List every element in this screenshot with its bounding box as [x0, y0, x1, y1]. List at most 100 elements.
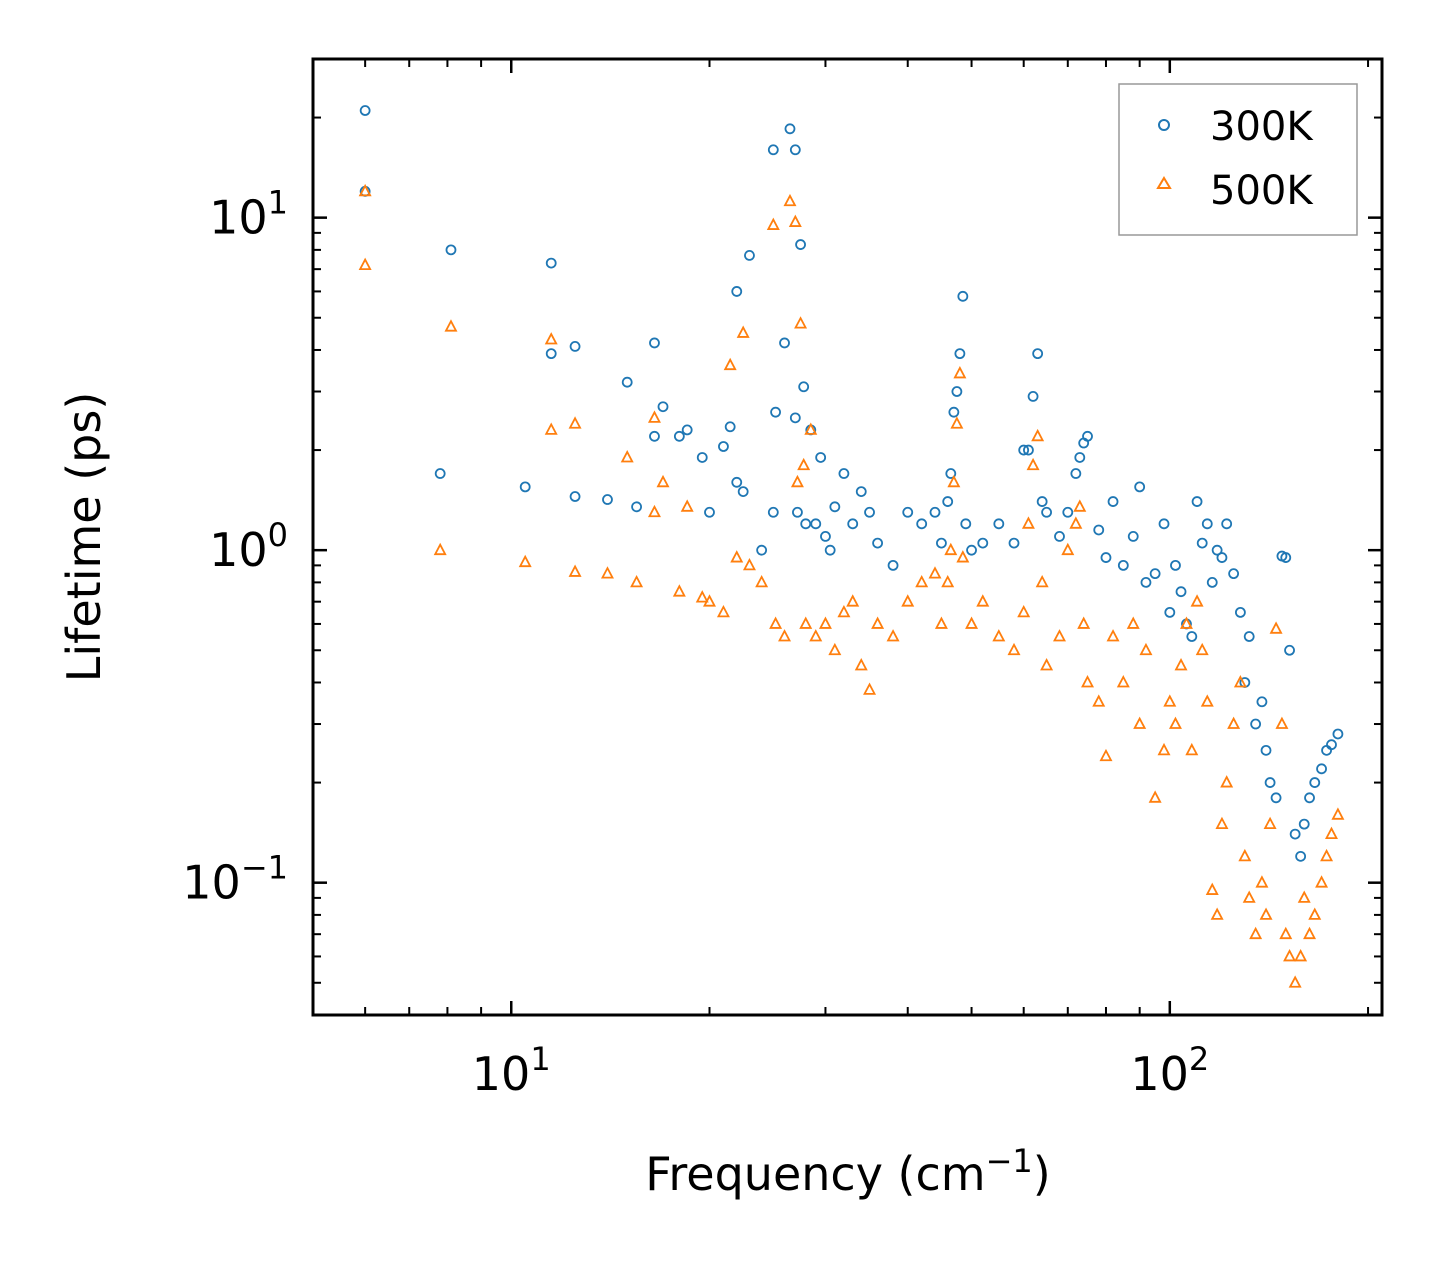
point-500K: [976, 594, 990, 607]
point-300K: [1093, 524, 1105, 536]
point-300K: [1221, 518, 1233, 530]
point-300K: [1264, 777, 1276, 788]
point-500K: [1021, 516, 1035, 529]
point-300K: [1140, 576, 1152, 588]
point-500K: [804, 422, 818, 435]
point-500K: [600, 566, 614, 579]
point-500K: [568, 416, 582, 429]
point-300K: [855, 486, 867, 498]
point-500K: [444, 319, 458, 332]
point-300K: [1243, 631, 1255, 642]
point-500K: [1133, 716, 1147, 729]
point-300K: [1326, 739, 1337, 751]
point-300K: [838, 468, 850, 479]
point-500K: [1308, 907, 1322, 920]
point-500K: [1179, 616, 1193, 629]
series-500K: [358, 183, 1345, 988]
point-300K: [519, 481, 531, 493]
point-300K: [718, 441, 729, 452]
point-300K: [649, 337, 660, 349]
point-300K: [779, 337, 790, 349]
point-500K: [992, 629, 1006, 642]
point-500K: [947, 474, 961, 488]
point-500K: [950, 416, 964, 429]
point-500K: [1263, 816, 1277, 830]
point-500K: [1061, 542, 1075, 556]
point-500K: [1320, 848, 1334, 862]
point-500K: [695, 590, 709, 603]
point-500K: [1116, 675, 1130, 688]
point-300K: [948, 406, 960, 418]
point-300K: [545, 257, 557, 269]
point-500K: [1242, 890, 1256, 903]
point-300K: [1196, 537, 1208, 549]
point-300K: [737, 486, 749, 498]
point-500K: [518, 554, 532, 568]
point-500K: [944, 542, 958, 556]
point-500K: [871, 616, 885, 629]
legend-marker-300K: [1158, 119, 1170, 131]
point-300K: [942, 496, 954, 507]
point-500K: [1069, 516, 1083, 529]
x-axis-title: Frequency (cm−1): [645, 1142, 1050, 1201]
point-300K: [1036, 496, 1048, 507]
tick-labels: 101 102 10−1 100 101: [182, 184, 1209, 1101]
point-500K: [1238, 848, 1252, 862]
point-300K: [960, 518, 972, 530]
point-300K: [631, 501, 642, 513]
point-300K: [1170, 559, 1181, 571]
point-300K: [784, 123, 796, 135]
point-500K: [656, 474, 670, 488]
point-500K: [778, 629, 792, 642]
point-300K: [951, 386, 963, 397]
point-300K: [767, 144, 779, 156]
point-300K: [681, 424, 693, 436]
point-300K: [1250, 718, 1262, 730]
point-300K: [800, 518, 812, 530]
point-500K: [1077, 616, 1091, 629]
x-tick-label: 101: [472, 1040, 551, 1101]
point-500K: [1157, 742, 1171, 756]
point-300K: [966, 544, 977, 556]
point-500K: [1279, 926, 1293, 940]
point-500K: [797, 457, 811, 471]
point-300K: [954, 348, 966, 360]
point-300K: [1107, 496, 1119, 507]
point-300K: [1149, 568, 1161, 580]
point-500K: [544, 422, 558, 435]
point-300K: [1235, 606, 1246, 618]
legend-label-300K: 300K: [1210, 104, 1314, 150]
point-500K: [358, 183, 372, 197]
point-300K: [789, 412, 801, 424]
point-500K: [1324, 826, 1338, 839]
x-tick-label: 102: [1130, 1040, 1209, 1101]
point-300K: [1216, 552, 1228, 563]
point-500K: [1081, 675, 1095, 688]
point-500K: [953, 366, 967, 379]
point-500K: [934, 616, 948, 629]
point-300K: [810, 518, 822, 530]
point-500K: [1195, 642, 1209, 656]
point-500K: [358, 257, 372, 270]
point-500K: [672, 584, 686, 597]
point-500K: [1174, 658, 1188, 671]
point-500K: [1269, 621, 1283, 634]
point-300K: [545, 348, 557, 360]
point-500K: [901, 594, 915, 607]
point-300K: [1304, 792, 1315, 804]
point-300K: [798, 381, 810, 393]
point-300K: [1062, 506, 1074, 518]
point-300K: [1270, 792, 1282, 804]
point-300K: [1332, 728, 1344, 740]
point-300K: [829, 501, 841, 513]
point-300K: [792, 506, 803, 518]
point-300K: [1018, 444, 1030, 456]
point-300K: [1008, 537, 1020, 549]
legend-marker-500K: [1156, 176, 1172, 189]
point-300K: [602, 494, 613, 505]
point-300K: [673, 430, 685, 442]
point-300K: [1164, 606, 1176, 618]
point-500K: [941, 574, 955, 588]
point-500K: [620, 450, 634, 463]
